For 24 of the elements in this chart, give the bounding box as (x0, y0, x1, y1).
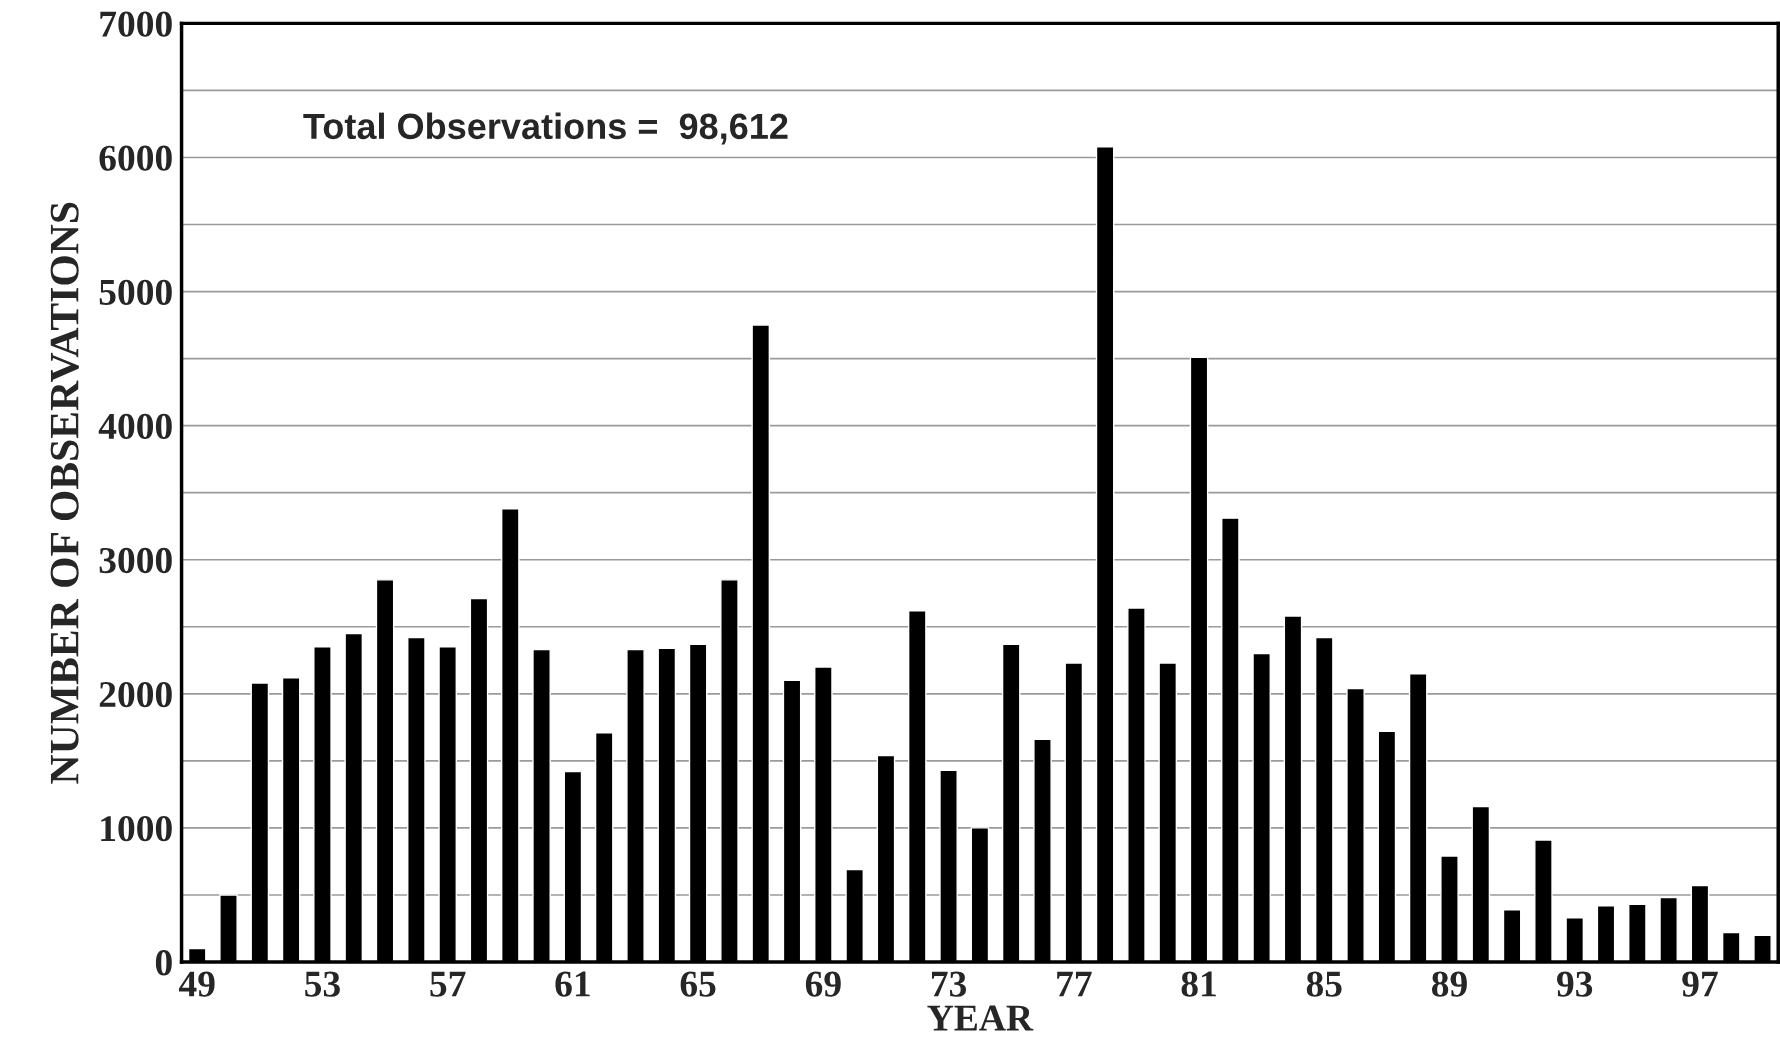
annotation: Total Observations = 98,612 (303, 112, 788, 145)
x-tick-label: 85 (1306, 971, 1342, 997)
x-tick-label: 57 (430, 971, 466, 997)
x-tick-label: 53 (305, 971, 340, 997)
y-tick-label: 3000 (99, 547, 172, 574)
y-tick-label: 6000 (99, 145, 172, 171)
y-tick-label: 4000 (98, 413, 172, 440)
y-axis-title: NUMBER OF OBSERVATIONS (50, 202, 79, 784)
x-tick-label: 93 (1557, 971, 1593, 997)
x-tick-label: 77 (1057, 971, 1092, 997)
x-tick-label: 97 (1682, 971, 1718, 997)
y-tick-label: 1000 (101, 816, 172, 842)
y-tick-label: 5000 (99, 279, 172, 305)
x-tick-label: 81 (1181, 971, 1216, 997)
x-tick-label: 73 (931, 971, 967, 997)
y-tick-label: 2000 (99, 681, 172, 708)
y-tick-label: 7000 (100, 11, 172, 37)
x-tick-label: 65 (680, 971, 716, 997)
x-tick-label: 61 (555, 971, 590, 997)
x-tick-label: 49 (178, 971, 215, 997)
x-axis-title: YEAR (927, 1005, 1034, 1031)
x-tick-label: 69 (805, 971, 841, 997)
y-tick-label: 0 (155, 950, 172, 976)
x-tick-label: 89 (1431, 971, 1467, 997)
